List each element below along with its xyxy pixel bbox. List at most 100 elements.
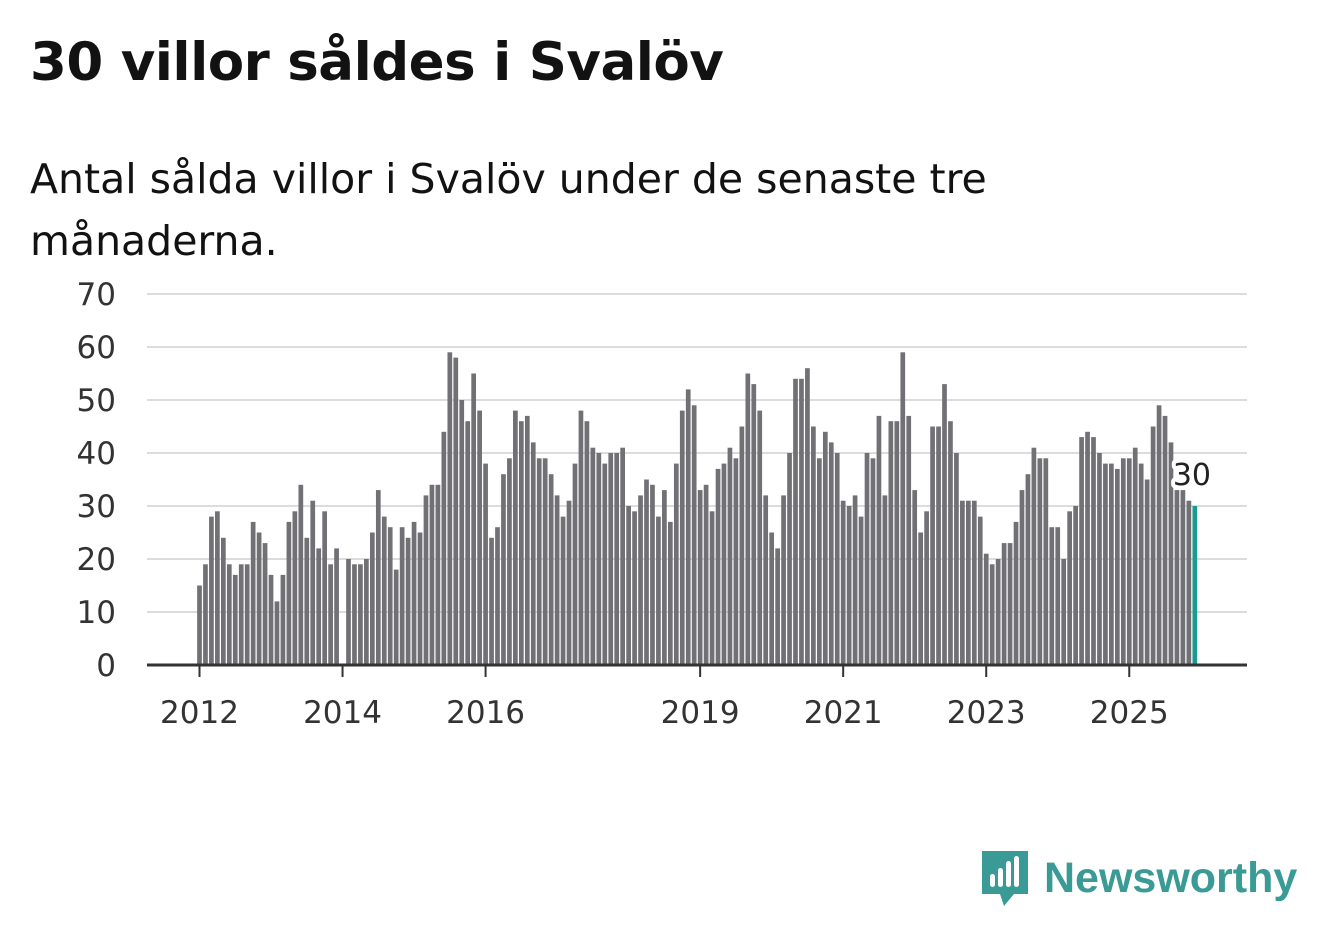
bar [900,352,906,665]
newsworthy-logo-icon [982,851,1028,906]
bar [644,479,649,665]
bar [364,559,369,665]
bar [322,511,328,665]
bar [769,532,775,665]
bar [1019,490,1025,665]
bar [513,410,518,665]
bar [1114,468,1120,665]
x-tick-label: 2012 [160,695,239,731]
bars [197,352,1198,665]
bar [971,500,977,665]
y-tick-label: 20 [77,542,116,578]
bar [584,421,590,665]
bar [256,532,262,665]
bar [429,484,435,665]
bar [501,474,506,665]
bar [411,521,417,665]
bar [1174,490,1180,665]
bar [1025,474,1031,665]
bar [882,495,888,665]
bar [936,426,941,665]
bar [1186,500,1192,665]
bar [626,506,631,665]
bar [238,564,244,665]
bar [1097,453,1102,665]
bar [548,474,554,665]
bar [387,527,393,665]
bar [495,527,500,665]
bar [1150,426,1156,665]
y-tick-label: 40 [77,436,116,472]
bar [471,373,477,665]
bar [745,373,751,665]
bar [518,421,524,665]
bar [483,463,488,665]
bar [530,442,536,665]
bar [703,484,709,665]
bar [292,511,298,665]
bar [316,548,322,665]
bar [465,421,471,665]
bar [489,537,494,665]
bar [667,521,673,665]
bar [274,601,280,665]
bar [1120,458,1126,665]
bar [352,564,357,665]
bar [948,421,953,665]
bar [524,415,530,665]
bar [781,495,786,665]
bar [787,453,792,665]
bar [852,495,858,665]
x-tick-label: 2019 [661,695,740,731]
bar [369,532,375,665]
x-tick-label: 2016 [446,695,525,731]
bar [328,564,333,665]
gridlines [147,293,1247,613]
bar [811,426,816,665]
bar [423,495,429,665]
bar [954,453,959,665]
bar [763,495,769,665]
highlight-value-label: 30 [1173,458,1211,493]
bar [393,569,399,665]
bar [983,553,989,665]
bar [262,543,268,665]
bar [1001,543,1007,665]
bar [381,516,387,665]
y-tick-label: 10 [77,595,116,631]
bar [226,564,232,665]
bar [685,389,691,665]
x-axis-ticks: 2012 2014 2016 2019 2021 2023 2025 [160,665,1169,731]
y-tick-label: 30 [77,489,116,525]
bar [1180,490,1186,665]
bar [888,421,894,665]
chart-subtitle: Antal sålda villor i Svalöv under de sen… [30,155,987,266]
bar [650,484,655,665]
chart-title: 30 villor såldes i Svalöv [30,32,724,93]
bar [1138,463,1144,665]
bar [1049,527,1055,665]
bar [346,559,351,665]
bar [560,516,566,665]
bar-chart: 0 10 20 30 40 50 60 70 2012 2014 2016 2019 2021 2023… [77,277,1247,731]
bar [775,548,780,665]
bar [536,458,542,665]
bar [1126,458,1132,665]
bar [977,516,983,665]
bar [828,442,834,665]
bar [942,384,947,665]
bar [632,511,637,665]
bar [453,357,459,665]
bar [834,453,840,665]
bar [232,574,238,665]
annotations: 30 [1169,454,1215,497]
bar [799,378,804,665]
bar [1061,559,1067,665]
bar [965,500,971,665]
bar [590,447,596,665]
bar [960,500,965,665]
bar [203,564,208,665]
bar [1168,442,1174,665]
brand-name: Newsworthy [1044,853,1298,902]
bar [656,516,661,665]
